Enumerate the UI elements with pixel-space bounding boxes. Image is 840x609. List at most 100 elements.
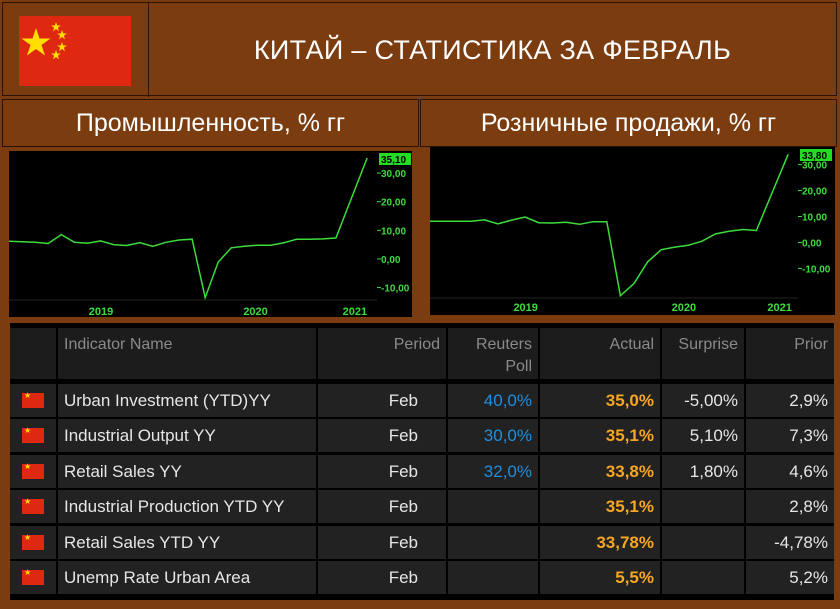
china-flag-icon: [22, 426, 44, 443]
flag-cell: [10, 490, 56, 523]
header-flag-col: [10, 328, 56, 379]
china-flag-icon: [22, 391, 44, 408]
reuters-poll-value: [448, 526, 538, 559]
flag-cell: [10, 526, 56, 559]
header-poll-line1: Reuters: [475, 336, 532, 353]
y-tick-label: 30,00: [802, 161, 827, 172]
flag-cell: [10, 419, 56, 452]
table-row[interactable]: Industrial Output YYFeb30,0%35,1%5,10%7,…: [10, 419, 834, 452]
actual-value: 35,1%: [540, 419, 660, 452]
header-surprise[interactable]: Surprise: [662, 328, 744, 379]
data-point: [366, 157, 368, 159]
data-point: [742, 228, 744, 231]
data-point: [73, 241, 75, 243]
y-tick-label: 20,00: [802, 187, 827, 198]
x-tick-label: 2021: [343, 306, 367, 317]
data-point: [565, 221, 567, 223]
data-point: [204, 297, 206, 299]
surprise-value: 5,10%: [662, 419, 744, 452]
flag-container: [3, 3, 149, 97]
data-point: [9, 240, 10, 242]
data-point: [139, 242, 141, 244]
industry-chart: 30,00 20,00 10,00 0,00 -10,00 2019 2020 2021 35,…: [9, 151, 412, 317]
data-point: [283, 242, 285, 244]
last-value-badge: 33,80: [800, 149, 832, 162]
last-value-label: 35,10: [381, 155, 406, 166]
prior-value: 7,3%: [746, 419, 834, 452]
data-point: [511, 219, 513, 221]
indicator-name: Industrial Output YY: [58, 419, 316, 452]
period-value: Feb: [318, 419, 446, 452]
data-point: [606, 221, 608, 223]
data-point: [787, 154, 789, 156]
surprise-value: [662, 490, 744, 523]
y-tick-label: -10,00: [802, 264, 831, 275]
data-point: [296, 238, 298, 240]
reuters-poll-value: [448, 561, 538, 594]
y-tick-label: 0,00: [802, 238, 822, 249]
indicators-table: Indicator Name Period Reuters Poll Actua…: [10, 323, 834, 600]
x-tick-label: 2020: [672, 302, 696, 314]
y-tick-label: 10,00: [802, 213, 827, 224]
data-point: [755, 229, 757, 232]
y-tick-label: 10,00: [381, 226, 406, 237]
period-value: Feb: [318, 455, 446, 488]
china-flag-icon: [22, 497, 44, 514]
data-point: [592, 221, 594, 223]
data-point: [524, 216, 526, 218]
china-flag-icon: [22, 568, 44, 585]
data-point: [230, 247, 232, 249]
indicator-name: Unemp Rate Urban Area: [58, 561, 316, 594]
data-point: [86, 242, 89, 244]
table-row[interactable]: Urban Investment (YTD)YYFeb40,0%35,0%-5,…: [10, 384, 834, 417]
data-point: [497, 223, 499, 225]
x-tick-label: 2021: [767, 302, 791, 314]
data-point: [483, 219, 485, 221]
header-indicator-name[interactable]: Indicator Name: [58, 328, 316, 379]
reuters-poll-value: 40,0%: [448, 384, 538, 417]
last-value-badge: 35,10: [379, 153, 411, 166]
indicator-name: Retail Sales YTD YY: [58, 526, 316, 559]
header-period[interactable]: Period: [318, 328, 446, 379]
y-tick-label: -10,00: [381, 284, 410, 295]
data-point: [456, 220, 458, 222]
period-value: Feb: [318, 490, 446, 523]
x-tick-label: 2019: [89, 306, 113, 317]
china-flag-icon: [22, 462, 44, 479]
x-tick-label: 2020: [243, 306, 267, 317]
last-value-box: [379, 153, 411, 165]
data-point: [579, 223, 581, 225]
data-point: [126, 244, 128, 247]
header-actual[interactable]: Actual: [540, 328, 660, 379]
data-point: [191, 238, 193, 240]
data-point: [728, 230, 730, 232]
data-point: [152, 245, 154, 247]
page-title: КИТАЙ – СТАТИСТИКА ЗА ФЕВРАЛЬ: [253, 34, 732, 65]
industry-chart-svg: 30,00 20,00 10,00 0,00 -10,00 2019 2020 2021 35,…: [9, 153, 411, 317]
data-point: [47, 242, 49, 245]
data-point: [551, 222, 553, 224]
surprise-value: 1,80%: [662, 455, 744, 488]
y-tick-label: 30,00: [381, 169, 406, 180]
data-point: [99, 240, 102, 242]
data-point: [538, 222, 540, 224]
last-value-box: [800, 149, 832, 161]
data-point: [322, 238, 324, 240]
header-prior[interactable]: Prior: [746, 328, 834, 379]
data-point: [269, 244, 272, 246]
reuters-poll-value: [448, 490, 538, 523]
period-value: Feb: [318, 561, 446, 594]
header-reuters-poll[interactable]: Reuters Poll: [448, 328, 538, 379]
data-point: [430, 220, 431, 222]
header-banner: КИТАЙ – СТАТИСТИКА ЗА ФЕВРАЛЬ: [2, 2, 837, 97]
data-point: [701, 240, 703, 242]
last-value-label: 33,80: [802, 151, 827, 162]
indicator-name: Urban Investment (YTD)YY: [58, 384, 316, 417]
data-point: [470, 220, 472, 222]
data-point: [113, 244, 115, 246]
prior-value: 5,2%: [746, 561, 834, 594]
